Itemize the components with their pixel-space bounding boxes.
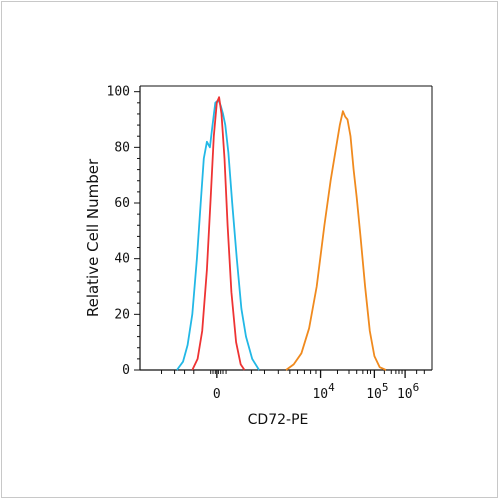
x-tick-label: 104 <box>312 381 335 402</box>
y-tick-label: 100 <box>107 85 130 100</box>
x-tick-label: 105 <box>366 381 388 402</box>
axes: 0 20 40 60 80 100 0 104 105 106 <box>107 85 433 402</box>
x-tick-label: 106 <box>397 381 419 402</box>
histogram-series-3 <box>285 110 387 371</box>
y-tick-label: 60 <box>114 196 130 211</box>
y-axis-label: Relative Cell Number <box>84 158 102 317</box>
x-tick-label: 0 <box>213 387 221 402</box>
y-tick-label: 20 <box>114 307 130 322</box>
histogram-series-2 <box>191 96 246 371</box>
y-tick-label: 80 <box>114 140 130 155</box>
histogram-series-1 <box>176 99 260 371</box>
plot-series <box>176 96 387 371</box>
y-tick-label: 40 <box>114 252 130 267</box>
y-tick-label: 0 <box>122 363 130 378</box>
x-axis-label: CD72-PE <box>248 412 309 428</box>
